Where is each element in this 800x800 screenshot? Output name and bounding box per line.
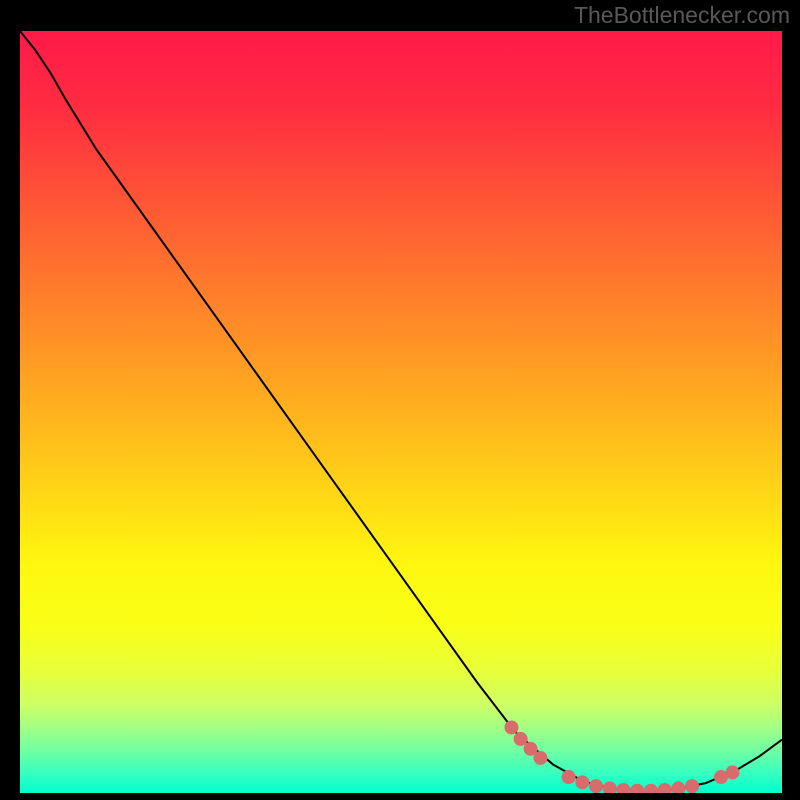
marker-dot <box>631 784 644 793</box>
marker-dot <box>576 776 589 789</box>
marker-dot <box>514 732 527 745</box>
marker-dot <box>590 780 603 793</box>
marker-dot <box>524 742 537 755</box>
plot-svg <box>20 31 782 793</box>
watermark-text: TheBottlenecker.com <box>574 2 790 29</box>
marker-group <box>505 721 739 793</box>
marker-dot <box>562 771 575 784</box>
marker-dot <box>726 766 739 779</box>
marker-dot <box>644 784 657 793</box>
marker-dot <box>603 782 616 793</box>
chart-stage: TheBottlenecker.com <box>0 0 800 800</box>
marker-dot <box>686 780 699 793</box>
marker-dot <box>672 782 685 793</box>
marker-dot <box>658 783 671 793</box>
marker-dot <box>534 751 547 764</box>
plot-area <box>20 31 782 793</box>
bottleneck-curve <box>20 31 782 791</box>
marker-dot <box>617 783 630 793</box>
marker-dot <box>505 721 518 734</box>
